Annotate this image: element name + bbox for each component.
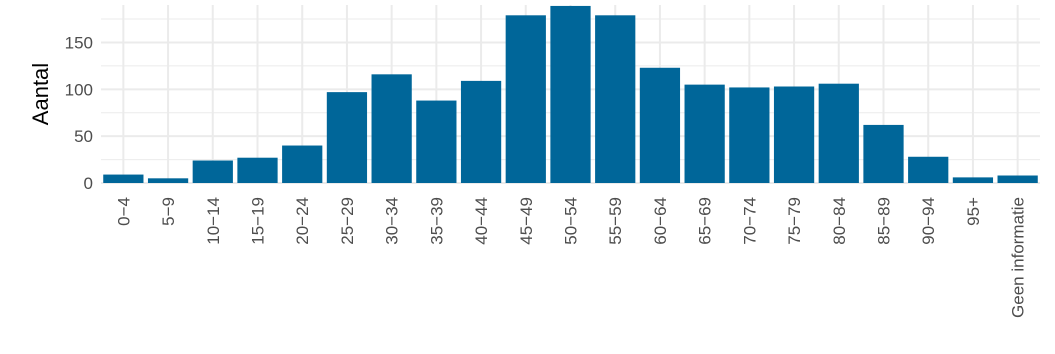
- bar: [460, 80, 502, 183]
- bar: [639, 67, 681, 183]
- x-tick-label: 35−39: [427, 197, 446, 245]
- x-tick-label: 50−54: [562, 197, 581, 245]
- x-tick-label: 15−19: [249, 197, 268, 245]
- x-tick-label: 60−64: [651, 197, 670, 245]
- x-tick-label: 30−34: [383, 197, 402, 245]
- x-tick-label: 55−59: [606, 197, 625, 245]
- x-tick-label: 10−14: [204, 197, 223, 245]
- x-tick-label: 40−44: [472, 197, 491, 245]
- y-tick-label: 150: [65, 33, 93, 52]
- x-tick-label: 70−74: [740, 197, 759, 245]
- y-tick-label: 0: [84, 174, 93, 193]
- bar: [147, 178, 189, 183]
- bar: [416, 100, 457, 183]
- x-tick-label: 90−94: [919, 197, 938, 245]
- bar: [684, 84, 725, 183]
- x-tick-label: 0−4: [114, 197, 133, 226]
- bar: [908, 156, 949, 183]
- bar: [237, 157, 278, 183]
- bar: [550, 5, 591, 183]
- x-tick-labels: 0−4 5−9 10−14 15−19 20−24 25−29 30−34 35−39 40−4…: [114, 197, 1027, 318]
- x-tick-label: 80−84: [830, 197, 849, 245]
- bar: [773, 86, 815, 183]
- x-tick-label: Geen informatie: [1009, 197, 1028, 318]
- bar: [371, 74, 412, 183]
- bar: [326, 92, 368, 183]
- y-tick-labels: 0 50 100 150: [65, 33, 93, 193]
- y-tick-label: 50: [74, 127, 93, 146]
- bar: [103, 174, 144, 183]
- x-tick-label: 5−9: [159, 197, 178, 226]
- bar: [595, 15, 636, 183]
- x-tick-label: 85−89: [875, 197, 894, 245]
- bar: [952, 177, 994, 183]
- x-tick-label: 25−29: [338, 197, 357, 245]
- x-tick-label: 95+: [964, 197, 983, 226]
- bar: [863, 124, 904, 183]
- bar: [729, 87, 770, 183]
- bar: [282, 145, 323, 183]
- bar: [192, 160, 233, 183]
- x-tick-label: 45−49: [517, 197, 536, 245]
- bar: [997, 175, 1038, 183]
- x-tick-label: 20−24: [293, 197, 312, 245]
- bars-group: [103, 5, 1038, 183]
- x-tick-label: 75−79: [785, 197, 804, 245]
- bar: [818, 83, 859, 183]
- y-tick-label: 100: [65, 80, 93, 99]
- y-axis-title: Aantal: [28, 63, 53, 125]
- x-tick-label: 65−69: [696, 197, 715, 245]
- bar: [505, 15, 546, 183]
